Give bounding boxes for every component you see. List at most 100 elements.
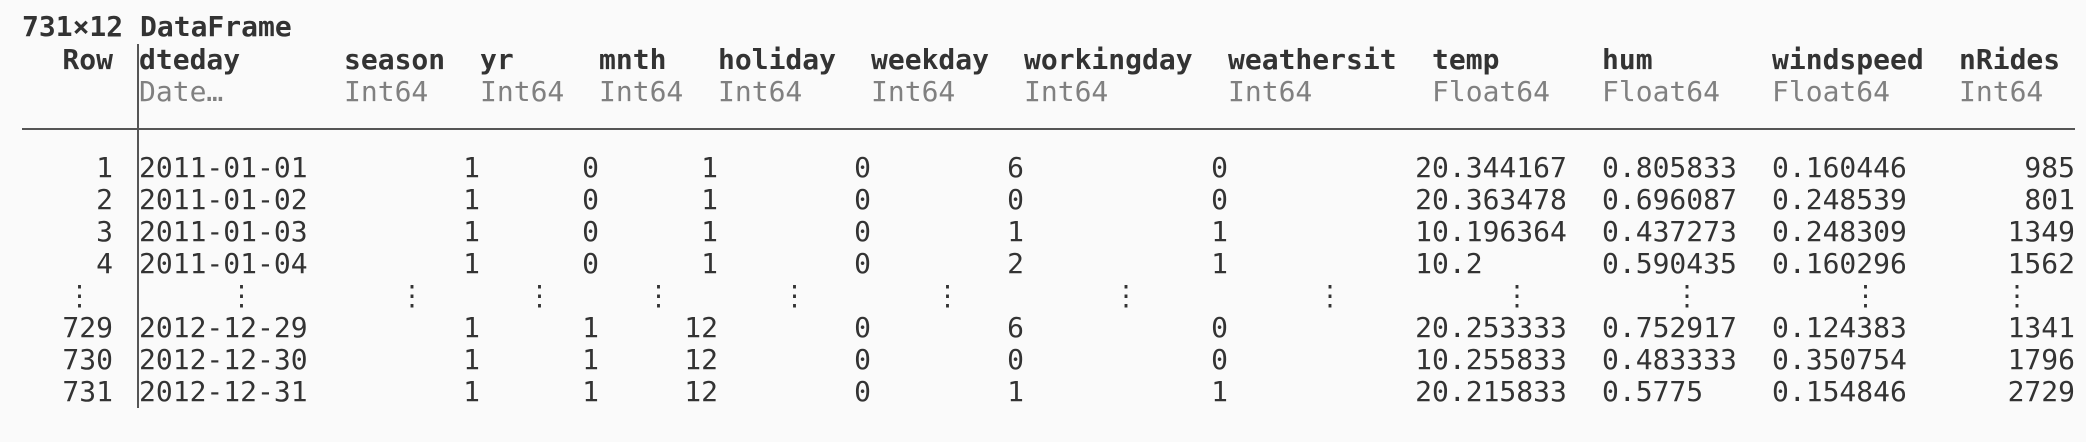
table-row: 2 2011-01-02 1 0 1 0 0 0 2 0.363478 0.696087 0.2485… bbox=[22, 184, 2075, 216]
vertical-ellipsis: ⋮ bbox=[1112, 279, 1140, 312]
cell-yr: 1 bbox=[582, 343, 599, 376]
cell-mnth: 1 bbox=[701, 151, 718, 184]
cell-weekday: 6 bbox=[1007, 151, 1024, 184]
cell-weathersit: 1 bbox=[1415, 215, 1432, 248]
row-number: 3 bbox=[22, 216, 139, 248]
column-header-workingday: workingday bbox=[1024, 43, 1193, 76]
column-header-season: season bbox=[344, 43, 446, 76]
cell-mnth: 1 bbox=[701, 215, 718, 248]
row-number: 4 bbox=[22, 248, 139, 280]
vertical-ellipsis: ⋮ bbox=[2003, 279, 2031, 312]
cell-hum: 0.437273 bbox=[1602, 215, 1737, 248]
cell-yr: 0 bbox=[582, 215, 599, 248]
cell-season: 1 bbox=[463, 151, 480, 184]
cell-weekday: 0 bbox=[1007, 343, 1024, 376]
cell-workingday: 1 bbox=[1211, 215, 1228, 248]
cell-holiday: 0 bbox=[854, 215, 871, 248]
cell-temp: 0.196364 bbox=[1432, 215, 1567, 248]
cell-windspeed: 0.350754 bbox=[1772, 343, 1907, 376]
table-row: 4 2011-01-04 1 0 1 0 2 1 1 0.2 0.590435 0.160296 156… bbox=[22, 248, 2075, 280]
type-row: Date… Int64 Int64 Int64 Int64 Int64 Int64 Int64… bbox=[22, 76, 2075, 130]
table-row: 730 2012-12-30 1 1 12 0 0 0 1 0.255833 0.483333 0.3… bbox=[22, 344, 2075, 376]
cell-temp: 0.344167 bbox=[1432, 151, 1567, 184]
cell-mnth: 12 bbox=[684, 343, 718, 376]
column-header-hum: hum bbox=[1602, 43, 1653, 76]
cell-workingday: 1 bbox=[1211, 247, 1228, 280]
cell-windspeed: 0.160296 bbox=[1772, 247, 1907, 280]
table-row: 1 2011-01-01 1 0 1 0 6 0 2 0.344167 0.805833 0.1604… bbox=[22, 129, 2075, 184]
cell-windspeed: 0.124383 bbox=[1772, 311, 1907, 344]
cell-yr: 1 bbox=[582, 311, 599, 344]
cell-mnth: 12 bbox=[684, 375, 718, 408]
vertical-ellipsis: ⋮ bbox=[398, 279, 426, 312]
column-type-workingday: Int64 bbox=[1024, 76, 1228, 130]
column-type-temp: Float64 bbox=[1432, 76, 1602, 130]
cell-nrides: 1796 bbox=[2007, 343, 2075, 376]
cell-workingday: 0 bbox=[1211, 151, 1228, 184]
cell-weekday: 0 bbox=[1007, 183, 1024, 216]
cell-nrides: 1349 bbox=[2007, 215, 2075, 248]
column-type-weathersit: Int64 bbox=[1228, 76, 1432, 130]
cell-temp: 0.215833 bbox=[1432, 375, 1567, 408]
table-body: 1 2011-01-01 1 0 1 0 6 0 2 0.344167 0.805833 0.1604… bbox=[22, 129, 2075, 408]
header-row: Row dteday season yr mnth holiday weekday worki… bbox=[22, 44, 2075, 76]
row-number: 1 bbox=[22, 129, 139, 184]
cell-yr: 0 bbox=[582, 151, 599, 184]
cell-weathersit: 2 bbox=[1415, 311, 1432, 344]
vertical-ellipsis: ⋮ bbox=[780, 279, 809, 312]
cell-hum: 0.590435 bbox=[1602, 247, 1737, 280]
column-type-weekday: Int64 bbox=[871, 76, 1024, 130]
column-type-season: Int64 bbox=[344, 76, 480, 130]
cell-weathersit: 2 bbox=[1415, 375, 1432, 408]
cell-weathersit: 2 bbox=[1415, 151, 1432, 184]
row-number: 729 bbox=[22, 312, 139, 344]
row-number: 731 bbox=[22, 376, 139, 408]
cell-yr: 0 bbox=[582, 247, 599, 280]
cell-mnth: 12 bbox=[684, 311, 718, 344]
cell-nrides: 1341 bbox=[2007, 311, 2075, 344]
column-type-holiday: Int64 bbox=[718, 76, 871, 130]
cell-workingday: 0 bbox=[1211, 183, 1228, 216]
column-header-weathersit: weathersit bbox=[1228, 43, 1397, 76]
cell-season: 1 bbox=[463, 343, 480, 376]
cell-weekday: 2 bbox=[1007, 247, 1024, 280]
cell-hum: 0.805833 bbox=[1602, 151, 1737, 184]
vertical-ellipsis: ⋮ bbox=[1851, 279, 1880, 312]
dataframe-table: Row dteday season yr mnth holiday weekday worki… bbox=[22, 44, 2075, 408]
cell-hum: 0.483333 bbox=[1602, 343, 1737, 376]
vertical-ellipsis: ⋮ bbox=[525, 279, 554, 312]
column-header-temp: temp bbox=[1432, 43, 1500, 76]
cell-dteday: 2011-01-03 bbox=[139, 215, 308, 248]
cell-hum: 0.752917 bbox=[1602, 311, 1737, 344]
cell-dteday: 2012-12-29 bbox=[139, 311, 308, 344]
cell-nrides: 1562 bbox=[2007, 247, 2075, 280]
column-header-weekday: weekday bbox=[871, 43, 990, 76]
cell-dteday: 2011-01-02 bbox=[139, 183, 308, 216]
cell-workingday: 1 bbox=[1211, 375, 1228, 408]
cell-nrides: 801 bbox=[2024, 183, 2075, 216]
cell-nrides: 985 bbox=[2024, 151, 2075, 184]
cell-mnth: 1 bbox=[701, 247, 718, 280]
cell-yr: 1 bbox=[582, 375, 599, 408]
column-type-dteday: Date… bbox=[138, 76, 344, 130]
cell-weekday: 1 bbox=[1007, 375, 1024, 408]
vertical-ellipsis: ⋮ bbox=[1503, 279, 1531, 312]
cell-workingday: 0 bbox=[1211, 311, 1228, 344]
column-type-windspeed: Float64 bbox=[1772, 76, 1959, 130]
dataframe-output: 731×12 DataFrame Row dteday season yr mnth ho… bbox=[22, 10, 2075, 408]
cell-mnth: 1 bbox=[701, 183, 718, 216]
row-type-spacer bbox=[22, 76, 139, 130]
ellipsis-row: ⋮ ⋮ ⋮ ⋮ ⋮ ⋮ ⋮ ⋮ ⋮ ⋮ ⋮ ⋮ ⋮ bbox=[22, 280, 2075, 312]
column-type-nrides: Int64 bbox=[1959, 76, 2075, 130]
cell-windspeed: 0.160446 bbox=[1772, 151, 1907, 184]
dataframe-title: 731×12 DataFrame bbox=[22, 10, 292, 43]
vertical-ellipsis: ⋮ bbox=[1673, 279, 1701, 312]
column-header-nrides: nRides bbox=[1959, 43, 2061, 76]
column-header-holiday: holiday bbox=[718, 43, 837, 76]
cell-temp: 0.2 bbox=[1432, 247, 1483, 280]
cell-temp: 0.253333 bbox=[1432, 311, 1567, 344]
cell-season: 1 bbox=[463, 215, 480, 248]
vertical-ellipsis: ⋮ bbox=[227, 279, 256, 312]
cell-holiday: 0 bbox=[854, 183, 871, 216]
vertical-ellipsis: ⋮ bbox=[644, 279, 673, 312]
